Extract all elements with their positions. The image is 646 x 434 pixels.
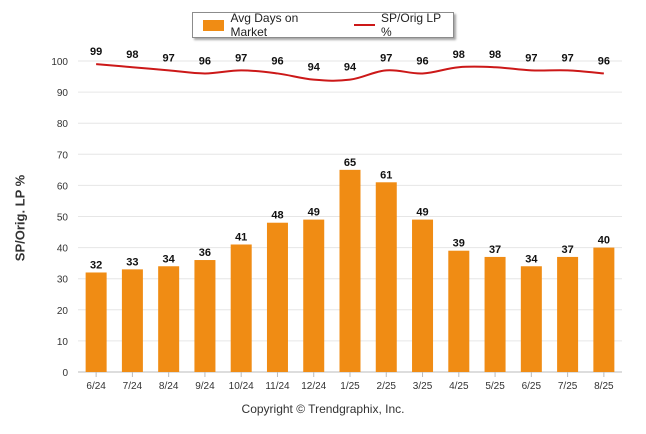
line-data-label: 97 — [561, 52, 573, 64]
x-tick-label: 1/25 — [340, 381, 360, 392]
y-tick-label: 30 — [57, 275, 69, 286]
y-tick-label: 90 — [57, 88, 69, 99]
bar-series — [85, 169, 615, 372]
bar — [520, 266, 542, 372]
bar — [484, 256, 506, 372]
line-data-label: 96 — [598, 55, 610, 67]
line-data-label: 94 — [308, 62, 321, 74]
bar-data-label: 34 — [525, 253, 538, 265]
legend-line-swatch — [353, 24, 376, 26]
line-data-label: 96 — [416, 55, 428, 67]
line-data-label: 97 — [235, 52, 247, 64]
bar — [593, 247, 615, 372]
y-tick-label: 0 — [62, 368, 68, 379]
line-data-label: 96 — [199, 55, 211, 67]
bar — [230, 244, 252, 372]
bar-data-label: 36 — [199, 247, 211, 259]
bar-data-label: 65 — [344, 157, 356, 169]
y-tick-label: 80 — [57, 119, 69, 130]
y-axis-label: SP/Orig. LP % — [12, 174, 28, 262]
line-data-label: 98 — [453, 49, 465, 61]
bar-data-label: 49 — [416, 207, 428, 219]
bar-data-label: 61 — [380, 169, 392, 181]
bar — [194, 260, 216, 372]
legend-item-bar[interactable]: Avg Days on Market — [203, 11, 336, 39]
x-tick-label: 4/25 — [449, 381, 469, 392]
bar-data-label: 41 — [235, 231, 247, 243]
x-tick-label: 8/25 — [594, 381, 614, 392]
x-tick-label: 11/24 — [265, 381, 290, 392]
y-tick-label: 70 — [57, 150, 69, 161]
bar — [266, 222, 288, 372]
bar-data-label: 39 — [453, 238, 465, 250]
x-tick-label: 10/24 — [229, 381, 254, 392]
x-tick-label: 6/24 — [86, 381, 106, 392]
bar — [412, 219, 434, 372]
bar — [557, 256, 579, 372]
x-tick-label: 6/25 — [522, 381, 542, 392]
legend-bar-swatch — [203, 19, 225, 31]
bar — [85, 272, 107, 372]
bar-data-label: 32 — [90, 259, 102, 271]
bar — [158, 266, 180, 372]
line-data-label: 97 — [163, 52, 175, 64]
bar — [303, 219, 325, 372]
bar-data-label: 49 — [308, 207, 320, 219]
y-tick-label: 20 — [57, 306, 69, 317]
line-data-label: 97 — [380, 52, 392, 64]
y-tick-label: 50 — [57, 213, 69, 224]
x-tick-label: 7/24 — [123, 381, 143, 392]
x-tick-labels: 6/24 7/24 8/24 9/24 10/24 11/24 12/24 1/25 2/25 3… — [86, 372, 614, 392]
bar-data-label: 40 — [598, 235, 610, 247]
y-tick-label: 40 — [57, 244, 69, 255]
x-tick-label: 5/25 — [485, 381, 505, 392]
bar — [448, 250, 470, 372]
x-tick-label: 8/24 — [159, 381, 179, 392]
x-tick-label: 3/25 — [413, 381, 433, 392]
x-tick-label: 12/24 — [301, 381, 326, 392]
line-data-label: 98 — [489, 49, 501, 61]
y-tick-label: 100 — [51, 57, 68, 68]
bar-data-label: 48 — [271, 210, 283, 222]
sp-orig-lp-line — [96, 63, 604, 82]
x-tick-label: 2/25 — [377, 381, 397, 392]
x-tick-label: 7/25 — [558, 381, 578, 392]
line-data-label: 97 — [525, 52, 537, 64]
data-labels: 32 33 34 36 41 48 49 65 61 49 39 37 34 37 40 99 98 97 96 97… — [90, 46, 610, 271]
y-tick-label: 10 — [57, 337, 69, 348]
bar-data-label: 34 — [163, 253, 176, 265]
y-tick-labels: 0 10 20 30 40 50 60 70 80 90 100 — [51, 57, 68, 379]
bar-data-label: 37 — [489, 244, 501, 256]
y-tick-label: 60 — [57, 181, 69, 192]
line-series — [96, 63, 604, 82]
line-data-label: 94 — [344, 62, 357, 74]
bar-data-label: 33 — [126, 256, 138, 268]
legend-item-line[interactable]: SP/Orig LP % — [353, 11, 453, 39]
line-data-label: 99 — [90, 46, 102, 58]
copyright-text: Copyright © Trendgraphix, Inc. — [241, 402, 405, 416]
bar — [339, 169, 361, 372]
x-tick-label: 9/24 — [195, 381, 215, 392]
bar-data-label: 37 — [561, 244, 573, 256]
legend-line-label: SP/Orig LP % — [381, 11, 441, 39]
bar — [121, 269, 143, 372]
bar — [375, 182, 397, 372]
line-data-label: 98 — [126, 49, 138, 61]
legend-bar-label: Avg Days on Market — [230, 11, 299, 39]
legend: Avg Days on Market SP/Orig LP % — [192, 11, 454, 39]
line-data-label: 96 — [271, 55, 283, 67]
